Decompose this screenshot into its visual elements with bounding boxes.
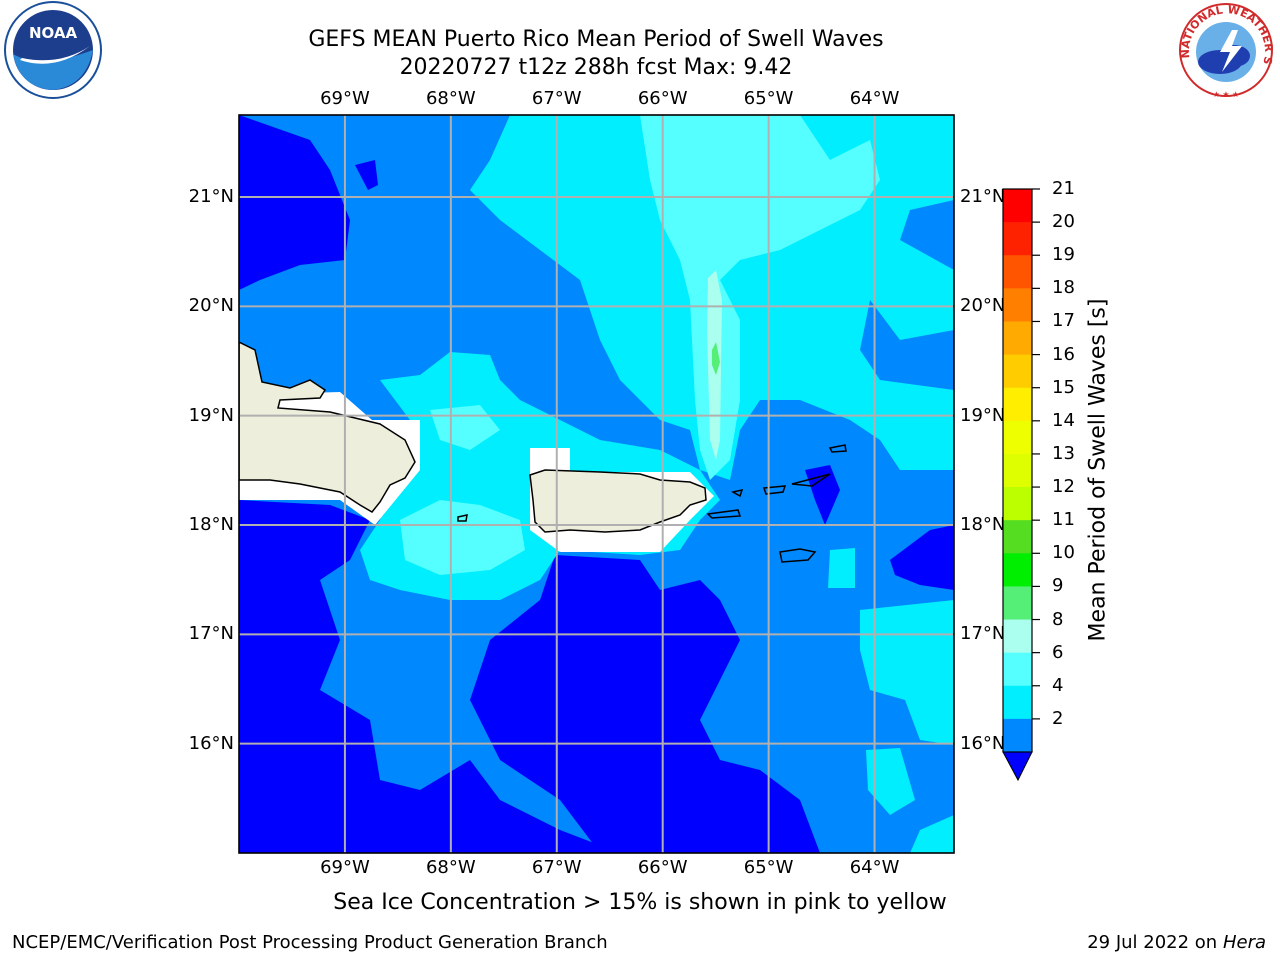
map-frame [238, 114, 955, 854]
contour-band-under-2-vi [805, 465, 840, 525]
colorbar-cell [1003, 487, 1032, 521]
colorbar-cell [1003, 553, 1032, 587]
noaa-logo-text: NOAA [29, 24, 78, 42]
contour-band-under-2-se [890, 525, 954, 590]
lat-label-left: 18°N [188, 514, 234, 535]
colorbar-cell [1003, 652, 1032, 687]
lat-label-right: 17°N [960, 623, 1006, 645]
contour-band-under-2-sw [239, 500, 620, 853]
nws-stars-icon: ★ ★ ★ [1213, 90, 1240, 99]
map-gridlines [239, 115, 954, 853]
lon-label-bottom: 64°W [849, 857, 900, 878]
colorbar-cell [1003, 718, 1032, 753]
lon-label-top: 66°W [637, 88, 688, 109]
colorbar-cell [1003, 189, 1032, 223]
colorbar-tick-label: 20 [1052, 211, 1075, 233]
lon-label-top: 64°W [849, 88, 900, 109]
lon-label-top: 67°W [531, 88, 582, 109]
colorbar-tick-label: 18 [1052, 277, 1075, 299]
lat-label-left: 17°N [188, 623, 234, 645]
contour-band-4-6-corner [910, 815, 954, 853]
contour-band-4-6-se-spot [866, 748, 915, 815]
contour-band-4-6-east [828, 548, 855, 588]
colorbar-cell [1003, 288, 1032, 322]
colorbar-cell [1003, 354, 1032, 389]
colorbar-tick-label: 11 [1052, 509, 1075, 531]
lat-label-right: 19°N [960, 404, 1006, 426]
sea-ice-note: Sea Ice Concentration > 15% is shown in … [333, 890, 947, 915]
lon-label-bottom: 68°W [425, 857, 476, 878]
contour-band-under-2-spot [355, 160, 378, 190]
colorbar-cell [1003, 387, 1032, 422]
colorbar-cell [1003, 453, 1032, 488]
colorbar-tick-label: 16 [1052, 343, 1075, 365]
land-virgin-islands [730, 473, 831, 498]
colorbar-under-triangle [1002, 751, 1033, 782]
footer-credit: NCEP/EMC/Verification Post Processing Pr… [12, 932, 608, 953]
land-st-croix [779, 548, 817, 563]
lat-label-left: 20°N [188, 295, 234, 317]
colorbar-cell [1003, 222, 1032, 256]
colorbar-tick-label: 17 [1052, 310, 1075, 332]
colorbar-cell [1003, 685, 1032, 720]
lon-label-bottom: 69°W [320, 857, 370, 878]
map-title: GEFS MEAN Puerto Rico Mean Period of Swe… [308, 27, 884, 52]
colorbar-tick-label: 10 [1052, 542, 1075, 564]
footer-date: 29 Jul 2022 on Hera [1087, 932, 1266, 953]
colorbar-tick-label: 6 [1052, 641, 1064, 663]
lat-label-right: 16°N [960, 732, 1006, 754]
colorbar-tick-label: 12 [1052, 476, 1075, 498]
land-hispaniola [239, 341, 416, 513]
contour-band-6-8-mona [400, 500, 525, 575]
lat-label-right: 21°N [960, 186, 1006, 207]
colorbar-frame [1002, 188, 1033, 753]
colorbar-cell [1003, 420, 1032, 455]
colorbar-tick-label: 8 [1052, 608, 1064, 630]
land-vieques [706, 509, 742, 519]
colorbar-tick-label: 21 [1052, 178, 1075, 199]
colorbar-cell [1003, 321, 1032, 356]
lat-label-left: 19°N [188, 404, 234, 426]
colorbar-cell [1003, 619, 1032, 654]
colorbar-cell [1003, 520, 1032, 554]
contour-band-6-8-north [640, 115, 880, 300]
lon-label-top: 69°W [320, 88, 370, 109]
lat-label-left: 21°N [188, 186, 234, 207]
colorbar-cell [1003, 255, 1032, 289]
colorbar-tick-label: 15 [1052, 376, 1075, 398]
lat-label-right: 20°N [960, 295, 1006, 317]
land-mona-island [457, 514, 468, 522]
colorbar-tick-label: 9 [1052, 575, 1064, 597]
colorbar-tick-label: 14 [1052, 409, 1075, 431]
colorbar-cell [1003, 586, 1032, 621]
lon-label-top: 68°W [425, 88, 476, 109]
colorbar-tick-label: 19 [1052, 244, 1075, 266]
land-anegada [828, 444, 847, 453]
colorbar-tick-label: 4 [1052, 674, 1064, 696]
contour-band-under-2-nw [239, 115, 350, 290]
nws-logo-icon: NATIONAL WEATHER SERVICE ★ ★ ★ [1176, 0, 1275, 99]
lon-label-bottom: 67°W [531, 857, 582, 878]
lat-label-left: 16°N [188, 732, 234, 754]
contour-band-9-10-max [712, 342, 720, 375]
contour-band-4-6-southeast [860, 600, 954, 745]
noaa-logo-icon: NOAA [4, 1, 102, 99]
colorbar-tick-label: 13 [1052, 442, 1075, 464]
map-subtitle: 20220727 t12z 288h fcst Max: 9.42 [399, 55, 793, 80]
colorbar-label: Mean Period of Swell Waves [s] [1085, 298, 1111, 642]
lat-label-right: 18°N [960, 514, 1006, 535]
colorbar-tick-label: 2 [1052, 707, 1064, 729]
lon-label-top: 65°W [743, 88, 794, 109]
lon-label-bottom: 66°W [637, 857, 688, 878]
lon-label-bottom: 65°W [743, 857, 794, 878]
